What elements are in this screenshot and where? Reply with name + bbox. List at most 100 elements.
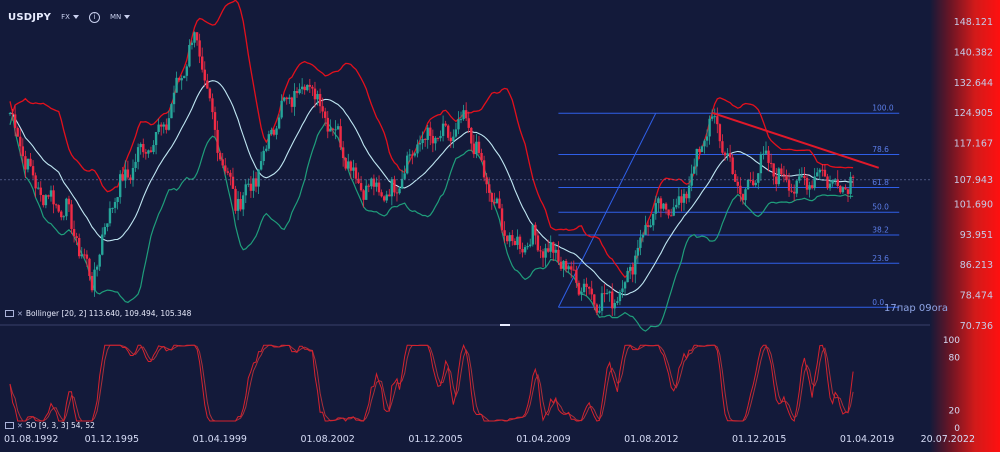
candle-body [687,185,691,199]
candle-body [636,247,640,256]
close-icon[interactable]: ✕ [17,309,23,318]
candle-body [839,185,842,193]
candle-body [229,172,232,177]
candle-body [331,128,335,130]
price-tick-label: 93.951 [960,230,993,241]
candle-body [167,118,171,130]
candle-body [685,193,688,199]
fib-level-label: 23.6 [872,254,889,263]
candle-body [236,198,240,211]
candle-body [203,69,206,81]
fib-level-label: 78.6 [872,145,889,154]
candle-body [454,129,458,137]
candle-body [221,159,224,166]
candle-body [367,185,370,187]
candle-body [388,194,391,197]
candle-body [677,196,681,205]
candle-body [498,198,501,209]
candle-body [265,148,268,151]
candle-body [306,84,309,91]
candle-body [734,174,737,182]
trendline[interactable] [0,111,930,181]
bollinger-upper-line [9,0,854,279]
price-tick-label: 107.943 [954,175,993,186]
candle-body [611,291,614,309]
candle-body [718,124,722,142]
info-icon[interactable]: i [88,11,100,23]
candle-body [782,174,786,176]
candle-body [654,203,657,214]
candle-body [534,224,537,236]
candle-body [564,261,568,270]
candle-body [447,125,450,138]
candle-body [382,196,386,201]
candle-body [503,230,506,236]
time-tick-label: 01.04.1999 [193,434,247,445]
candle-body [275,128,278,135]
candle-body [70,204,73,229]
candle-body [93,269,96,291]
candle-body [736,181,739,186]
candle-body [613,303,616,309]
candle-body [88,258,91,276]
time-axis[interactable]: 01.08.1992 01.12.1995 01.04.1999 01.08.2002… [4,434,975,445]
candle-body [285,97,288,100]
fibonacci-retracement[interactable]: 100.0 78.6 61.8 50.0 38.2 23.6 0.0 [557,104,900,308]
candle-body [431,135,435,144]
candle-body [713,116,716,118]
candle-body [562,261,565,269]
oscillator-tick-label: 20 [949,406,961,416]
candle-body [505,235,509,242]
candle-body [744,189,747,201]
candle-body [846,189,850,194]
close-icon[interactable]: ✕ [17,421,23,430]
candle-body [690,173,693,186]
candle-body [370,178,373,187]
price-tick-label: 132.644 [954,78,993,89]
candle-body [226,171,230,173]
candle-body [603,293,606,295]
candle-body [308,84,312,87]
candle-body [667,209,670,216]
stochastic-values: SO [9, 3, 3] 54, 52 [25,421,95,430]
candle-body [298,89,301,94]
candle-body [152,145,155,152]
candle-body [641,234,645,238]
candle-body [475,141,478,155]
candle-body [390,179,394,197]
candle-body [54,204,58,206]
indicator-settings-icon[interactable] [5,310,14,317]
candle-body [108,208,112,224]
candle-body [206,80,209,89]
market-selector[interactable]: FX [61,13,79,21]
candle-body [434,137,437,144]
candle-body [254,178,258,187]
indicator-settings-icon[interactable] [5,422,14,429]
interval-selector[interactable]: MN [110,13,131,21]
candle-body [570,266,573,270]
candle-body [106,223,109,227]
time-tick-label: 01.04.2019 [840,434,894,445]
candle-body [231,176,235,189]
candle-body [36,187,40,189]
candle-body [821,169,824,171]
candle-body [185,66,189,76]
candle-body [90,275,94,291]
candle-body [375,182,378,187]
candle-body [493,201,496,204]
candle-body [508,235,511,242]
time-tick-label: 01.08.1992 [4,434,58,445]
candle-body [728,153,732,158]
symbol-name[interactable]: USDJPY [8,11,52,23]
candle-body [372,178,376,187]
candle-body [511,235,514,241]
candle-body [180,78,183,81]
candle-body [751,180,755,186]
candle-body [762,153,765,155]
price-axis[interactable]: 148.121 140.382 132.644 124.905 117.167 107.9… [954,17,993,332]
candle-body [34,175,37,189]
candle-body [149,150,153,152]
candle-body [452,136,455,142]
candle-body [270,129,273,135]
